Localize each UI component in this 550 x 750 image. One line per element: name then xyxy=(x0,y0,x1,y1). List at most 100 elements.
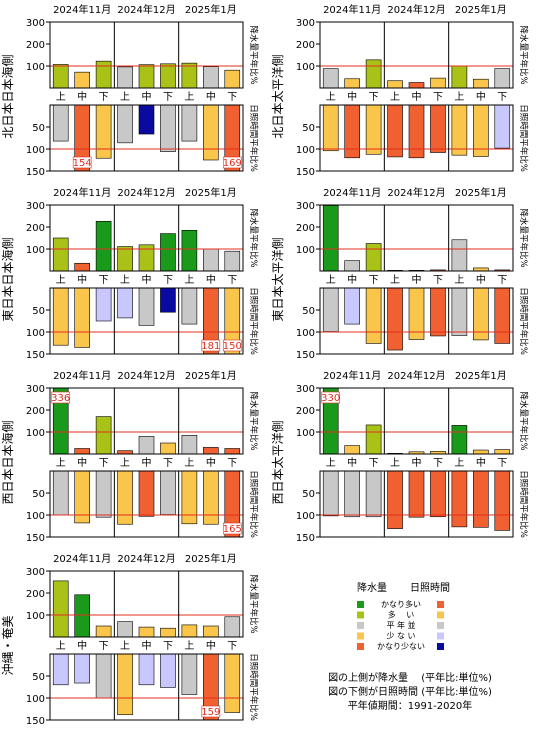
precip-tick-label: 300 xyxy=(26,384,45,395)
precip-bar xyxy=(322,68,339,89)
sun-bar xyxy=(387,470,403,529)
sun-bar xyxy=(365,104,382,155)
sun-tick-label: 150 xyxy=(26,533,45,544)
legend-item-label: かなり多い xyxy=(381,599,421,609)
sun-bar xyxy=(430,104,446,153)
month-label: 2025年1月 xyxy=(455,186,507,199)
precip-plot-frame xyxy=(49,204,244,272)
region-label: 東日本太平洋側 xyxy=(270,237,285,321)
precip-bar xyxy=(117,246,133,272)
sun-overflow-label: 154 xyxy=(73,158,92,169)
decade-label: 下 xyxy=(99,458,109,469)
sun-tick-label: 100 xyxy=(296,328,315,339)
precip-unit-label: 降水量平年比% xyxy=(248,208,259,267)
region-label: 西日本日本海側 xyxy=(0,420,15,504)
sun-tick-label: 50 xyxy=(32,489,45,500)
sun-unit-label: 日照時間平年比% xyxy=(248,470,259,538)
precip-bar xyxy=(181,62,198,89)
sun-bar xyxy=(494,470,511,531)
precip-tick-label: 200 xyxy=(26,589,45,600)
precip-tick-label: 100 xyxy=(296,428,315,439)
month-label: 2024年12月 xyxy=(117,3,175,16)
sun-tick-label: 150 xyxy=(26,350,45,361)
decade-label: 上 xyxy=(120,640,130,652)
sun-bar xyxy=(473,470,489,528)
decade-label: 上 xyxy=(390,274,400,286)
sun-overflow-box xyxy=(72,156,92,169)
sun-tick-label: 100 xyxy=(296,511,315,522)
precip-overflow-label: 330 xyxy=(321,393,340,404)
precip-bar xyxy=(387,80,403,89)
precip-bar xyxy=(138,436,155,455)
precip-tick-label: 100 xyxy=(26,245,45,256)
sun-unit-label: 日照時間平年比% xyxy=(518,287,529,355)
precip-plot-frame xyxy=(49,387,244,455)
precip-plot-frame xyxy=(319,204,514,272)
sun-unit-label: 日照時間平年比% xyxy=(248,653,259,721)
sun-bar xyxy=(344,470,360,518)
decade-label: 中 xyxy=(476,90,486,103)
sun-bar xyxy=(52,287,69,346)
sun-tick-label: 50 xyxy=(32,123,45,134)
sun-bar xyxy=(95,470,112,518)
sun-bar xyxy=(365,287,382,344)
precip-tick-label: 300 xyxy=(296,201,315,212)
precip-tick-label: 100 xyxy=(26,428,45,439)
legend-note: 図の上側が降水量 (平年比:単位%) xyxy=(328,671,492,684)
sun-tick-label: 150 xyxy=(296,533,315,544)
decade-label: 中 xyxy=(77,90,87,103)
sun-bar xyxy=(494,287,511,344)
decade-label: 上 xyxy=(56,640,66,652)
sun-plot-frame xyxy=(319,287,514,355)
sun-overflow-box xyxy=(222,339,242,352)
month-label: 2024年11月 xyxy=(323,3,381,16)
sun-plot-frame xyxy=(49,104,244,172)
sun-tick-label: 150 xyxy=(296,167,315,178)
precip-tick-label: 300 xyxy=(26,201,45,212)
precip-bar xyxy=(95,220,112,272)
sun-tick-label: 100 xyxy=(296,145,315,156)
month-label: 2024年11月 xyxy=(53,3,111,16)
sun-bar xyxy=(322,104,339,152)
precip-tick-label: 200 xyxy=(296,223,315,234)
sun-bar xyxy=(117,470,133,525)
month-label: 2024年12月 xyxy=(117,552,175,565)
decade-label: 中 xyxy=(206,90,216,103)
decade-label: 中 xyxy=(347,273,357,286)
decade-label: 上 xyxy=(56,274,66,286)
month-label: 2024年12月 xyxy=(117,369,175,382)
precip-bar xyxy=(74,594,90,638)
decade-label: 下 xyxy=(99,275,109,286)
sun-tick-label: 150 xyxy=(296,350,315,361)
precip-tick-label: 100 xyxy=(26,62,45,73)
sun-bar xyxy=(74,287,90,348)
sun-plot-frame xyxy=(49,287,244,355)
decade-label: 中 xyxy=(347,456,357,469)
precip-tick-label: 300 xyxy=(296,18,315,29)
sun-overflow-label: 159 xyxy=(201,707,220,718)
decade-label: 中 xyxy=(476,456,486,469)
sun-bar xyxy=(322,470,339,517)
decade-label: 上 xyxy=(184,91,194,103)
sun-bar xyxy=(451,104,468,156)
sun-bar xyxy=(138,653,155,686)
precip-bar xyxy=(451,65,468,89)
precip-tick-label: 100 xyxy=(296,245,315,256)
month-label: 2024年11月 xyxy=(323,369,381,382)
sun-bar xyxy=(387,287,403,351)
sun-overflow-label: 169 xyxy=(223,158,242,169)
sun-tick-label: 100 xyxy=(26,694,45,705)
sun-bar xyxy=(408,470,425,518)
decade-label: 上 xyxy=(56,91,66,103)
sun-overflow-box xyxy=(201,705,221,718)
month-label: 2024年12月 xyxy=(117,186,175,199)
precip-tick-label: 300 xyxy=(26,18,45,29)
sun-bar xyxy=(138,287,155,326)
sun-overflow-box xyxy=(201,339,221,352)
sun-bar xyxy=(181,104,198,142)
sun-bar xyxy=(430,470,446,518)
decade-label: 上 xyxy=(326,457,336,469)
legend-sun-swatch xyxy=(437,611,444,619)
decade-label: 中 xyxy=(412,90,422,103)
